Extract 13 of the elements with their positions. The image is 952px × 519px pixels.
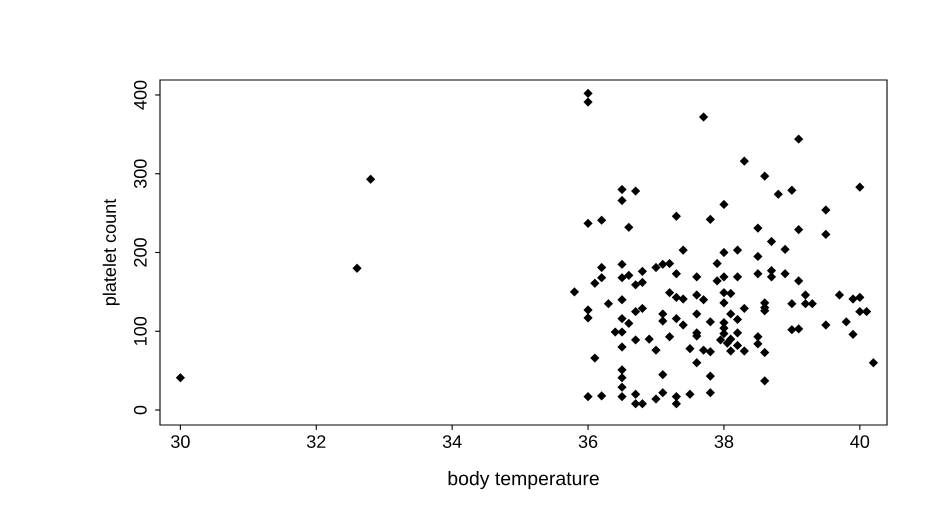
x-tick-label: 32 xyxy=(306,435,326,448)
y-tick-label: 0 xyxy=(134,406,147,414)
x-tick-label: 30 xyxy=(171,435,190,448)
x-tick-label: 38 xyxy=(714,435,734,448)
y-axis-title: platelet count xyxy=(102,198,120,306)
x-tick-label: 36 xyxy=(578,435,598,448)
x-tick-label: 40 xyxy=(850,435,870,448)
x-axis-title: body temperature xyxy=(448,471,599,490)
y-tick-label: 100 xyxy=(134,316,147,345)
y-tick-label: 200 xyxy=(134,238,147,267)
y-tick-label: 400 xyxy=(134,80,147,110)
y-tick-label: 300 xyxy=(134,159,147,188)
x-tick-label: 34 xyxy=(442,435,462,448)
